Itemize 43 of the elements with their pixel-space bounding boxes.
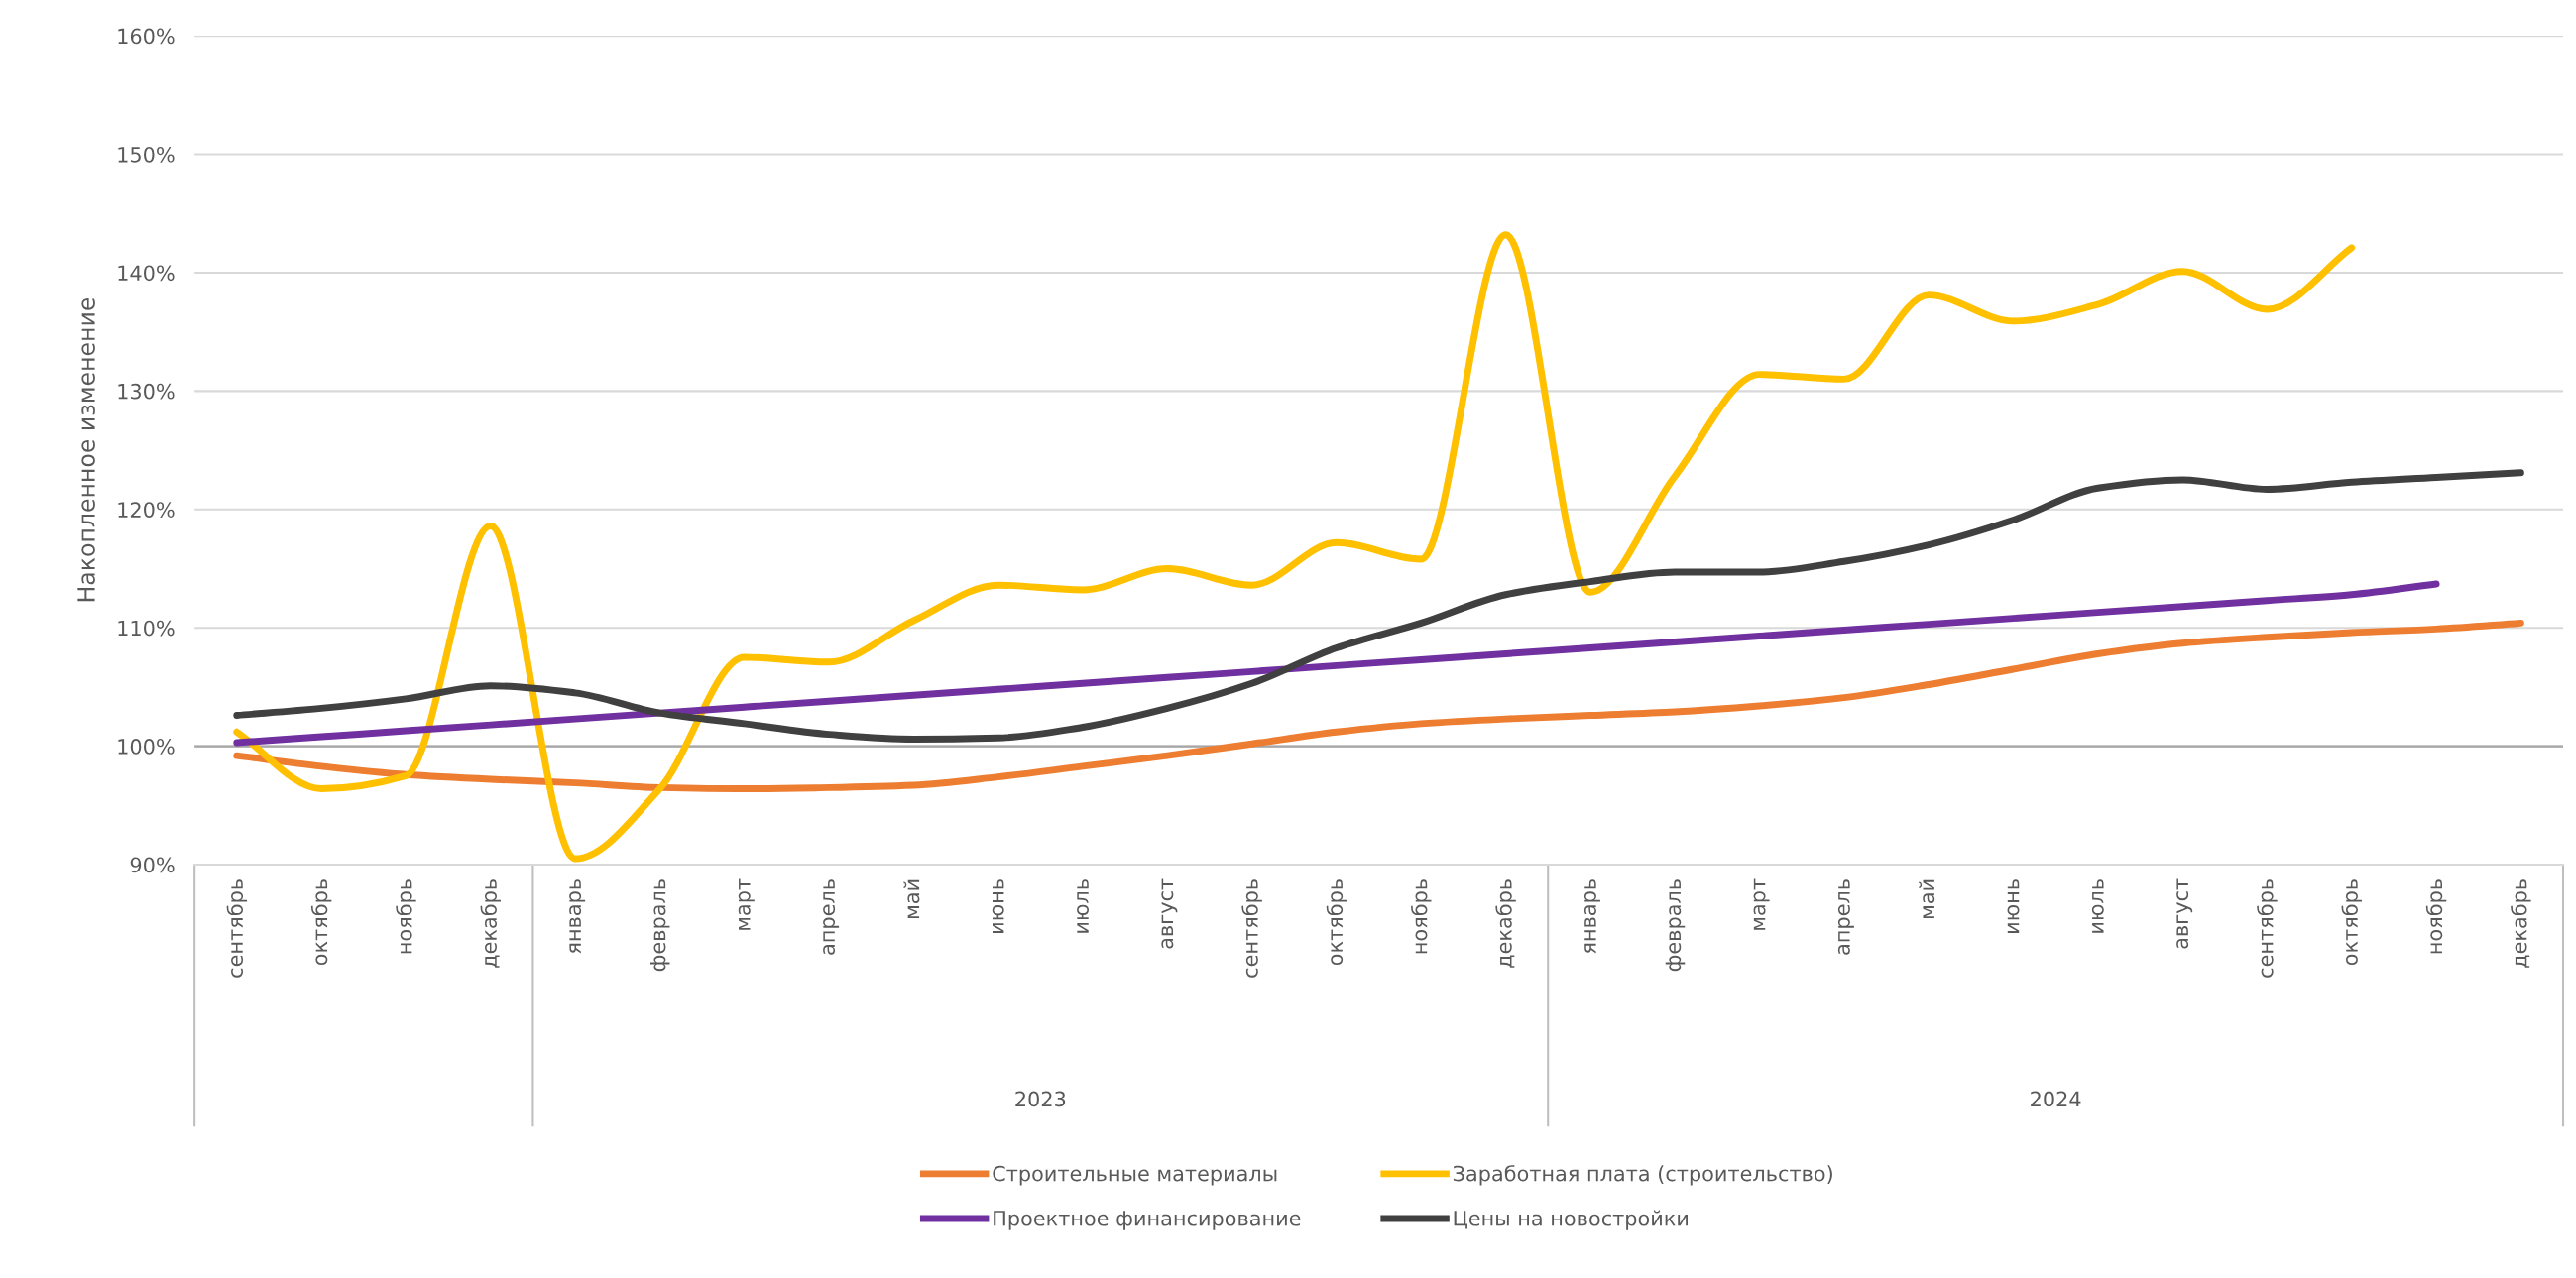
legend-label: Заработная плата (строительство) — [1453, 1164, 1832, 1186]
x-tick-label: январь — [569, 879, 586, 954]
y-tick-label: 140% — [118, 265, 175, 282]
x-tick-label: ноябрь — [2425, 879, 2447, 954]
x-tick-label: август — [2176, 878, 2193, 949]
text: 2024 — [2031, 1091, 2081, 1107]
x-tick-label: сентябрь — [226, 879, 248, 978]
x-tick-label: сентябрь — [2257, 879, 2278, 978]
x-tick-label: декабрь — [2511, 879, 2531, 968]
x-tick-label: апрель — [823, 879, 840, 955]
y-tick-label: 100% — [118, 739, 175, 755]
x-tick-label: май — [903, 879, 920, 919]
x-tick-label: февраль — [1665, 879, 1686, 972]
x-tick-label: июль — [2091, 879, 2104, 933]
x-tick-label: октябрь — [1326, 879, 1347, 966]
y-tick-label: 150% — [118, 146, 175, 163]
text: 2023 — [1015, 1091, 1066, 1107]
legend-label: Проектное финансирование — [994, 1211, 1301, 1230]
x-tick-label: июль — [1077, 879, 1090, 933]
legend-label: Строительные материалы — [993, 1165, 1277, 1186]
y-tick-label: 110% — [118, 620, 175, 637]
y-tick-label: 120% — [118, 502, 175, 518]
x-tick-label: сентябрь — [1241, 879, 1262, 978]
x-tick-label: январь — [1583, 879, 1600, 954]
x-tick-label: октябрь — [310, 879, 332, 966]
x-tick-label: февраль — [649, 879, 670, 972]
x-tick-label: июнь — [992, 879, 1004, 933]
x-tick-label: март — [738, 878, 755, 930]
legend-label: Цены на новостройки — [1454, 1210, 1689, 1230]
y-tick-label: 130% — [118, 383, 175, 400]
x-tick-label: май — [1919, 879, 1935, 919]
x-tick-label: октябрь — [2341, 879, 2362, 966]
x-tick-label: ноябрь — [1410, 879, 1432, 954]
x-tick-label: ноябрь — [396, 879, 416, 954]
x-tick-label: март — [1753, 878, 1770, 930]
y-tick-label: 160% — [118, 28, 175, 45]
y-tick-label: 90% — [130, 857, 175, 873]
x-tick-label: декабрь — [1495, 879, 1516, 968]
x-tick-label: декабрь — [480, 879, 502, 968]
x-tick-label: июнь — [2007, 879, 2020, 933]
y-axis-title: Накопленное изменение — [77, 297, 95, 602]
x-tick-label: август — [1161, 878, 1178, 949]
x-tick-label: апрель — [1837, 879, 1854, 955]
